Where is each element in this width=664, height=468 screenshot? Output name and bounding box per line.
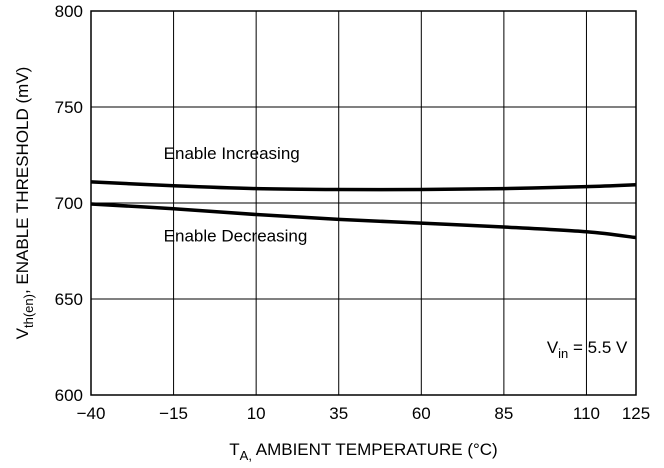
- annotation-vin: Vin = 5.5 V: [547, 338, 628, 361]
- x-tick-label: −15: [159, 404, 188, 423]
- x-axis-label-main: T: [229, 440, 239, 459]
- x-axis-label: TA, AMBIENT TEMPERATURE (°C): [229, 440, 497, 463]
- y-tick-label: 600: [55, 386, 83, 405]
- annotation-vin-rest: = 5.5 V: [568, 338, 628, 357]
- x-tick-label: −40: [77, 404, 106, 423]
- annotation-enable-decreasing: Enable Decreasing: [164, 226, 308, 245]
- annotation-enable-increasing: Enable Increasing: [164, 144, 300, 163]
- y-tick-label: 800: [55, 2, 83, 21]
- annotation-vin-main: V: [547, 338, 559, 357]
- x-axis-label-sub: A,: [240, 448, 252, 463]
- y-axis-label-sub: th(en): [21, 294, 36, 328]
- y-axis-label-main: V: [13, 327, 32, 339]
- x-axis-ticks: −40 −15 10 35 60 85 110 125: [77, 404, 651, 423]
- x-tick-label: 60: [412, 404, 431, 423]
- x-tick-label: 35: [329, 404, 348, 423]
- x-tick-label: 125: [622, 404, 650, 423]
- x-tick-label: 85: [494, 404, 513, 423]
- y-axis-label-rest: , ENABLE THRESHOLD (mV): [13, 67, 32, 294]
- y-axis-label: Vth(en), ENABLE THRESHOLD (mV): [13, 67, 36, 340]
- y-tick-label: 750: [55, 98, 83, 117]
- x-tick-label: 10: [247, 404, 266, 423]
- y-tick-label: 700: [55, 194, 83, 213]
- series-line-enable-increasing: [91, 182, 636, 190]
- annotation-vin-sub: in: [558, 346, 568, 361]
- x-axis-label-rest: AMBIENT TEMPERATURE (°C): [252, 440, 498, 459]
- x-tick-label: 110: [573, 404, 600, 423]
- y-axis-ticks: 600 650 700 750 800: [55, 2, 83, 405]
- y-tick-label: 650: [55, 290, 83, 309]
